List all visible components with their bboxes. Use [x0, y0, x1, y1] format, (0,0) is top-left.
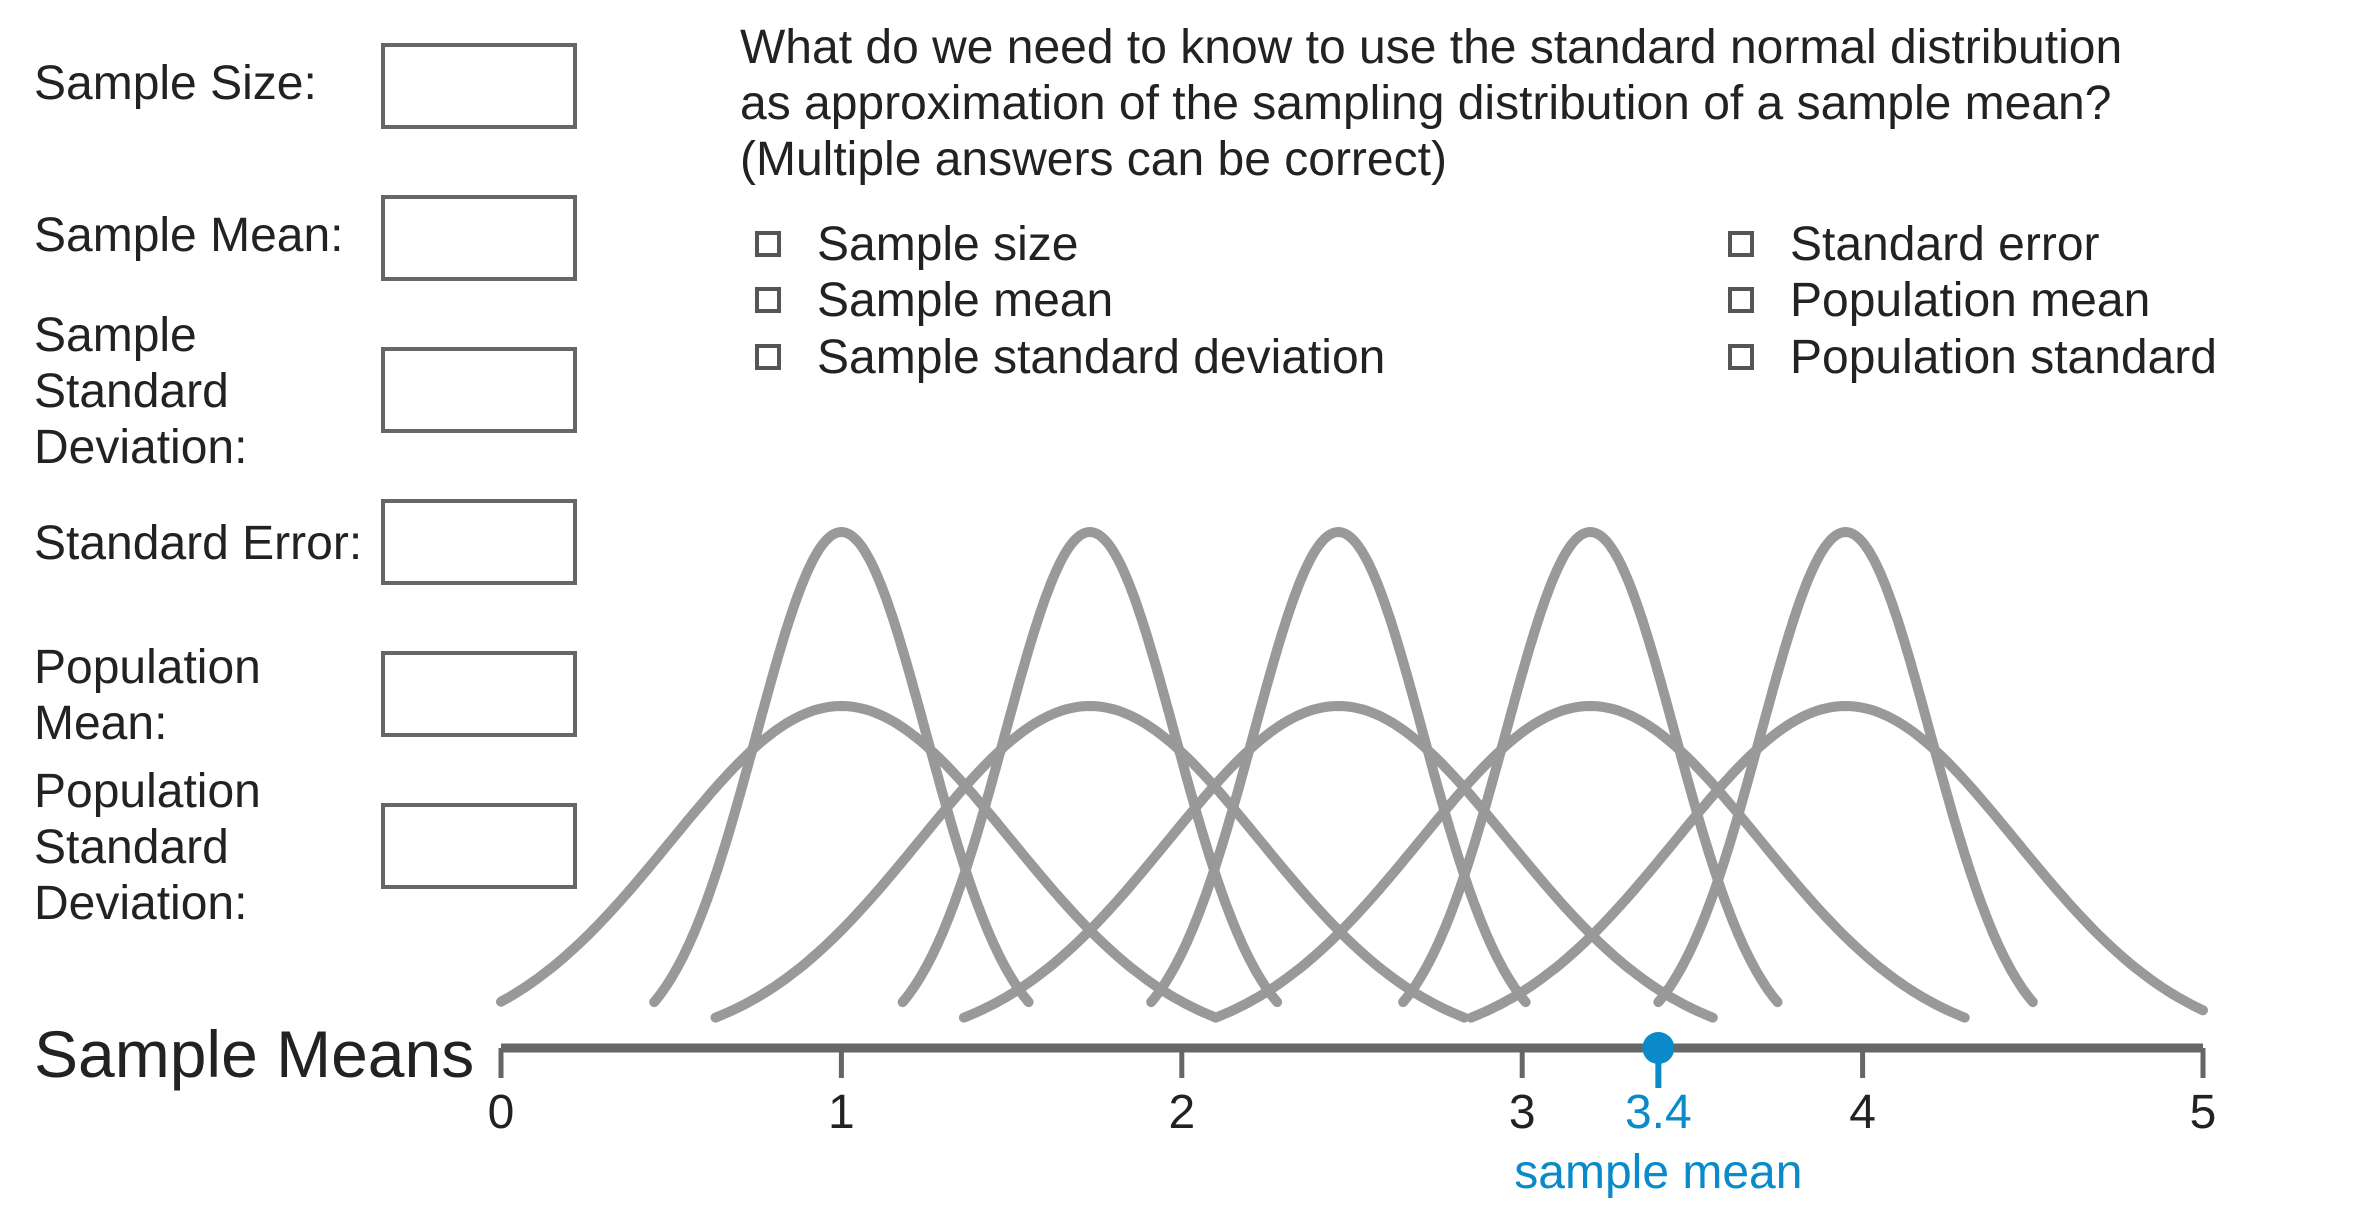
sample-standard-deviation-label: Sample Standard Deviation:: [34, 309, 248, 474]
x-tick-label: 1: [828, 1086, 855, 1139]
normal-curve-4: [1398, 527, 1783, 1008]
checkbox-icon[interactable]: [1728, 287, 1754, 313]
checkbox-icon[interactable]: [1728, 231, 1754, 257]
checkbox-icon[interactable]: [755, 231, 781, 257]
question-text: What do we need to know to use the stand…: [740, 21, 2123, 186]
sample-size-label: Sample Size:: [34, 57, 317, 110]
option-sample-standard-deviation[interactable]: Sample standard deviation: [755, 329, 1385, 385]
normal-curve-7: [710, 701, 1470, 1023]
population-mean-label: Population Mean:: [34, 641, 261, 750]
sample-mean-label: Sample Mean:: [34, 209, 344, 262]
option-standard-error[interactable]: Standard error: [1728, 216, 2100, 272]
population-standard-deviation-label: Population Standard Deviation:: [34, 765, 261, 930]
curves-group: [496, 527, 2208, 1023]
normal-curve-10: [1466, 701, 2208, 1023]
normal-curve-5: [1653, 527, 2038, 1008]
standard-error-input[interactable]: [381, 499, 577, 585]
sample-mean-marker: 3.4 sample mean: [1514, 1032, 1802, 1199]
checkbox-icon[interactable]: [755, 287, 781, 313]
x-tick-label: 5: [2190, 1086, 2217, 1139]
normal-curve-6: [496, 701, 1221, 1023]
sample-mean-input[interactable]: [381, 195, 577, 281]
x-tick-label: 4: [1849, 1086, 1876, 1139]
population-standard-deviation-input[interactable]: [381, 803, 577, 889]
standard-error-label: Standard Error:: [34, 517, 363, 570]
option-sample-size[interactable]: Sample size: [755, 216, 1078, 272]
marker-caption: sample mean: [1514, 1146, 1802, 1199]
normal-curve-8: [958, 701, 1718, 1023]
option-sample-mean[interactable]: Sample mean: [755, 272, 1113, 328]
sample-size-input[interactable]: [381, 43, 577, 129]
population-mean-input[interactable]: [381, 651, 577, 737]
sample-mean-dot[interactable]: [1642, 1032, 1675, 1064]
sample-standard-deviation-input[interactable]: [381, 347, 577, 433]
option-population-mean[interactable]: Population mean: [1728, 272, 2150, 328]
x-tick-label: 3: [1509, 1086, 1536, 1139]
axis-title: Sample Means: [34, 1017, 475, 1091]
option-population-standard[interactable]: Population standard: [1728, 329, 2217, 385]
x-axis: 0 1 2 3 4 5: [488, 1043, 2217, 1139]
normal-curve-9: [1210, 701, 1970, 1023]
x-tick-label: 2: [1168, 1086, 1195, 1139]
x-tick-label: 0: [488, 1086, 515, 1139]
checkbox-icon[interactable]: [755, 344, 781, 370]
checkbox-icon[interactable]: [1728, 344, 1754, 370]
marker-value-label: 3.4: [1625, 1086, 1692, 1139]
